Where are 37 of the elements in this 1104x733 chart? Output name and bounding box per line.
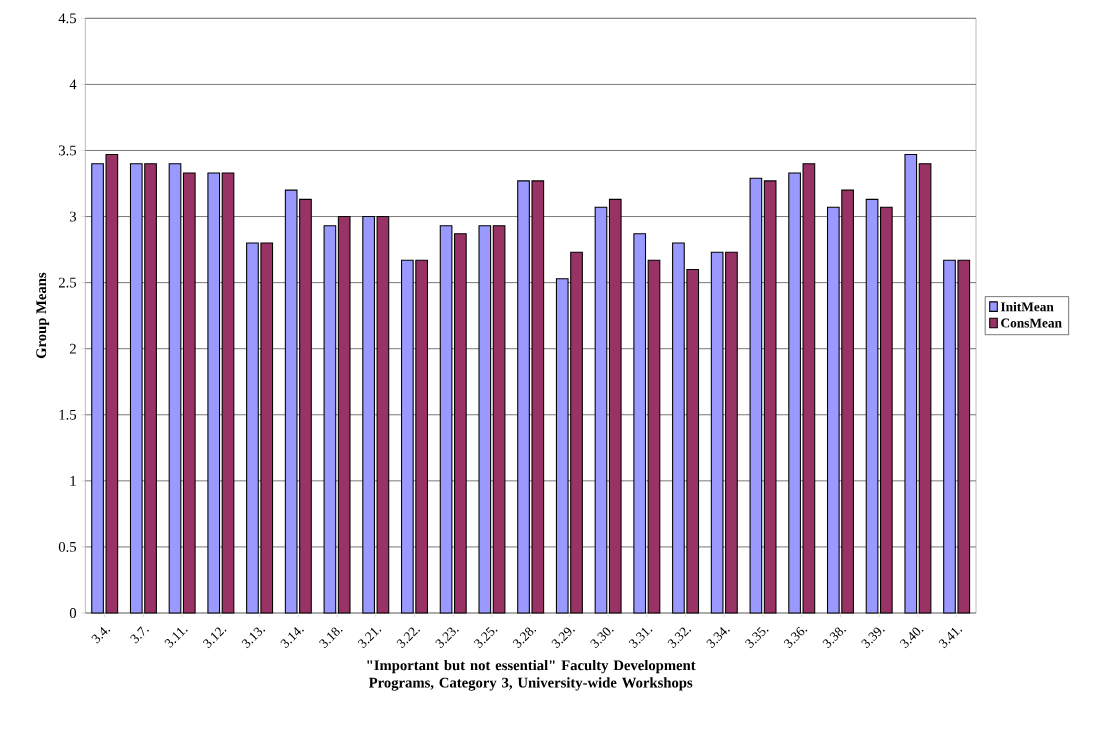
y-tick-label: 3.5 <box>59 145 77 156</box>
x-tick-label: 3.23. <box>435 627 459 649</box>
x-tick-label: 3.11. <box>164 627 188 648</box>
x-tick-label: 3.18. <box>319 627 343 649</box>
legend-label: ConsMean <box>1001 318 1062 328</box>
x-tick-label: 3.4. <box>91 627 111 644</box>
x-tick-label: 3.38. <box>822 627 846 649</box>
x-axis-title: "Important but not essential" Faculty Development Programs, Category 3, University-wide Workshops <box>367 659 696 691</box>
x-tick-label: 3.25. <box>473 626 498 649</box>
y-tick-label: 4.5 <box>58 13 77 24</box>
y-axis-title: Group Means <box>36 272 50 359</box>
y-tick-label: 4 <box>69 79 77 90</box>
x-tick-label: 3.35. <box>744 626 769 649</box>
x-tick-label: 3.40. <box>899 627 924 649</box>
x-tick-label: 3.12. <box>202 627 227 649</box>
x-tick-label: 3.29. <box>551 627 575 649</box>
x-tick-label: 3.30. <box>590 627 614 649</box>
y-tick-label: 1.5 <box>59 409 77 420</box>
y-tick-label: 1 <box>70 476 76 486</box>
y-tick-label: 0.5 <box>58 541 77 552</box>
x-tick-label: 3.32. <box>667 627 691 649</box>
y-tick-label: 3 <box>70 211 77 222</box>
x-tick-label: 3.34. <box>706 627 730 649</box>
y-tick-label: 2.5 <box>58 277 77 288</box>
x-tick-label: 3.14. <box>280 627 304 649</box>
x-tick-label: 3.41. <box>938 627 963 649</box>
x-tick-label: 3.31. <box>628 627 653 649</box>
y-tick-label: 2 <box>69 343 76 354</box>
x-tick-label: 3.13. <box>241 627 266 649</box>
x-tick-label: 3.7. <box>130 626 149 644</box>
legend-label: InitMean <box>1000 301 1054 312</box>
x-tick-label: 3.21. <box>357 627 382 649</box>
x-tick-label: 3.36. <box>783 626 808 649</box>
x-tick-label: 3.22. <box>396 627 420 649</box>
x-tick-label: 3.39. <box>861 627 885 649</box>
y-tick-label: 0 <box>69 608 77 618</box>
x-tick-label: 3.28. <box>512 627 537 649</box>
